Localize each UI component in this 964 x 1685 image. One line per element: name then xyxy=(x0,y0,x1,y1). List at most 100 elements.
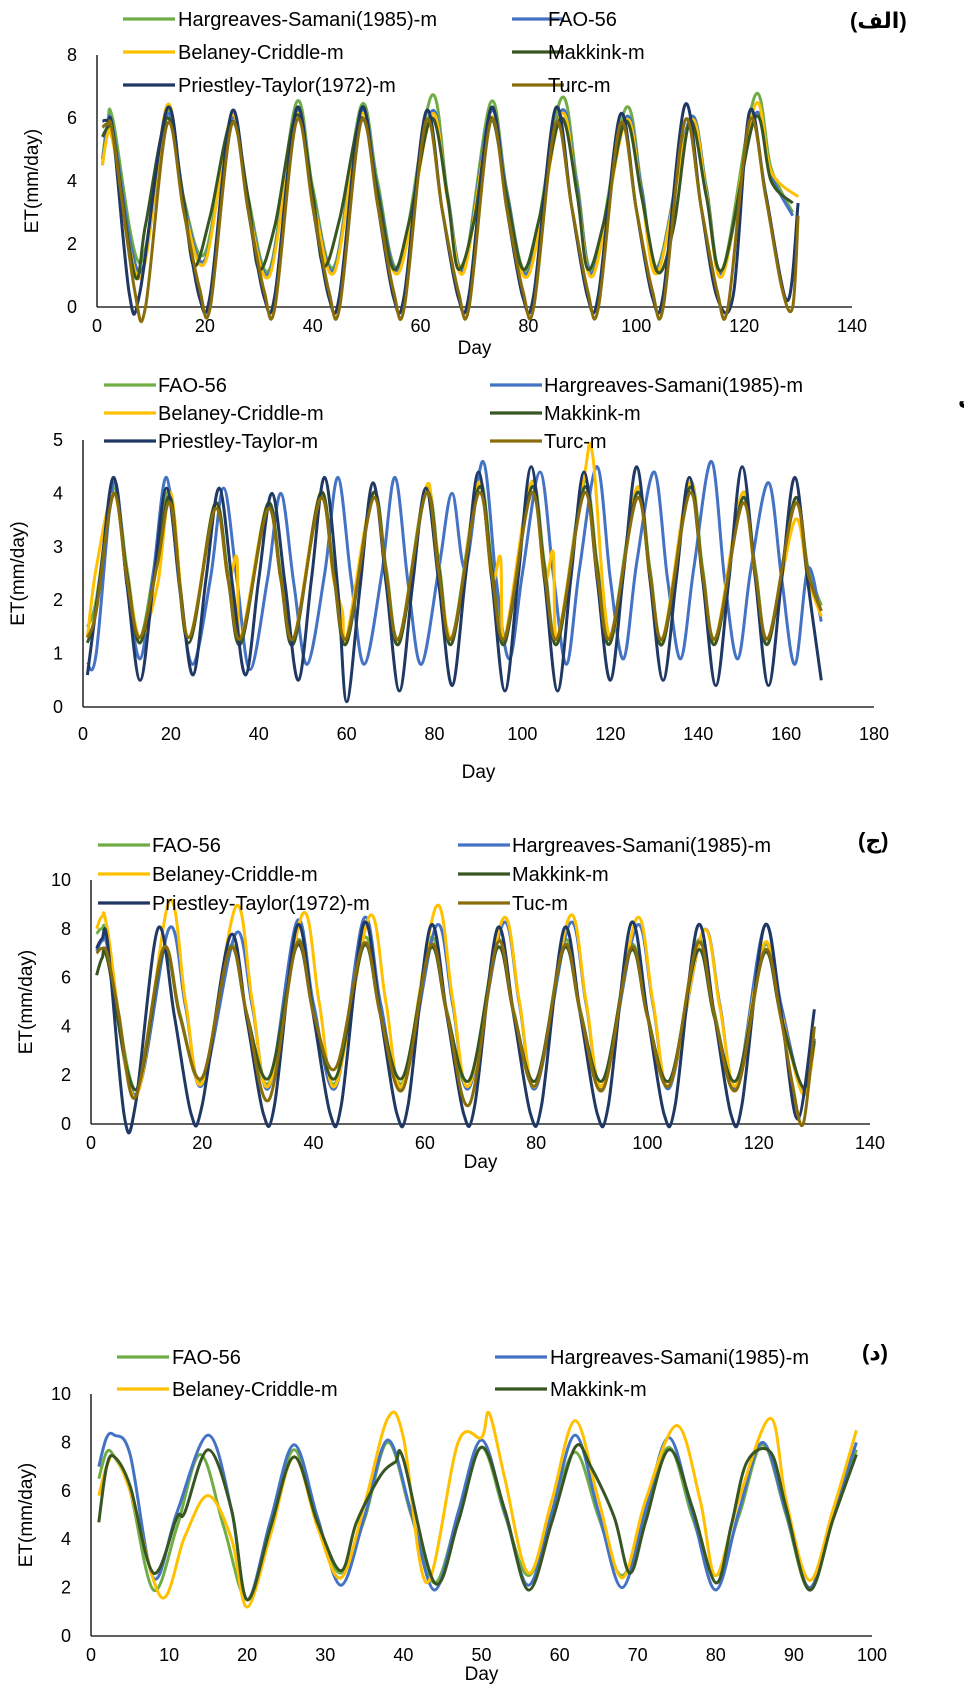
y-axis-label: ET(mm/day) xyxy=(22,129,43,234)
legend-label: Hargreaves-Samani(1985)-m xyxy=(512,835,771,857)
x-tick-label: 50 xyxy=(471,1645,491,1665)
legend-label: Belaney-Criddle-m xyxy=(158,403,324,425)
y-tick-label: 2 xyxy=(67,234,77,254)
y-tick-label: 6 xyxy=(61,968,71,988)
x-tick-label: 60 xyxy=(415,1133,435,1153)
y-tick-label: 4 xyxy=(53,483,63,503)
y-tick-label: 8 xyxy=(67,45,77,65)
x-tick-label: 120 xyxy=(729,316,759,336)
y-tick-label: 2 xyxy=(61,1578,71,1598)
legend-label: Hargreaves-Samani(1985)-m xyxy=(178,9,437,31)
x-tick-label: 40 xyxy=(304,1133,324,1153)
chart-panel-1: 0 20 40 60 80 100 120 140 0 2 4 6 8 Day ET(mm/day) (الف… xyxy=(22,8,907,359)
legend-label: Belaney-Criddle-m xyxy=(178,42,344,64)
legend-label: Belaney-Criddle-m xyxy=(172,1379,338,1401)
y-tick-label: 6 xyxy=(61,1481,71,1501)
y-tick-label: 4 xyxy=(61,1529,71,1549)
chart-panel-2: 0 20 40 60 80 100 120 140 160 180 0 1 2 3 4 5 Day ET(mm/d… xyxy=(8,375,964,783)
x-tick-label: 80 xyxy=(425,724,445,744)
series-line-1 xyxy=(97,1440,858,1602)
y-tick-label: 8 xyxy=(61,919,71,939)
panel-label: (الف) xyxy=(850,8,907,33)
legend-label: Belaney-Criddle-m xyxy=(152,864,318,886)
x-tick-label: 100 xyxy=(857,1645,887,1665)
x-tick-label: 20 xyxy=(237,1645,257,1665)
x-tick-label: 180 xyxy=(859,724,889,744)
y-tick-label: 3 xyxy=(53,537,63,557)
x-axis-label: Day xyxy=(464,1152,498,1173)
x-tick-label: 40 xyxy=(393,1645,413,1665)
series-line-3 xyxy=(97,1410,858,1609)
legend-label: Makkink-m xyxy=(544,403,641,425)
legend-label: Hargreaves-Samani(1985)-m xyxy=(544,375,803,397)
y-tick-label: 0 xyxy=(53,697,63,717)
x-tick-label: 100 xyxy=(507,724,537,744)
x-axis-label: Day xyxy=(458,338,492,359)
legend-label: Priestley-Taylor(1972)-m xyxy=(178,75,396,97)
x-tick-label: 60 xyxy=(411,316,431,336)
y-tick-label: 1 xyxy=(53,644,63,664)
x-tick-label: 60 xyxy=(337,724,357,744)
x-tick-label: 70 xyxy=(628,1645,648,1665)
series-line-4 xyxy=(85,485,823,647)
x-axis-label: Day xyxy=(465,1664,499,1685)
series-line-6 xyxy=(95,939,816,1128)
legend-label: FAO-56 xyxy=(158,375,227,397)
x-tick-label: 0 xyxy=(86,1133,96,1153)
x-tick-label: 140 xyxy=(683,724,713,744)
series-line-4 xyxy=(97,1443,858,1602)
x-tick-label: 20 xyxy=(192,1133,212,1153)
x-tick-label: 140 xyxy=(837,316,867,336)
y-tick-label: 0 xyxy=(67,297,77,317)
x-tick-label: 10 xyxy=(159,1645,179,1665)
legend-label: FAO-56 xyxy=(548,9,617,31)
y-tick-label: 2 xyxy=(53,590,63,610)
x-tick-label: 30 xyxy=(315,1645,335,1665)
legend-label: Makkink-m xyxy=(548,42,645,64)
x-tick-label: 0 xyxy=(86,1645,96,1665)
series-line-3 xyxy=(95,898,816,1099)
x-tick-label: 20 xyxy=(195,316,215,336)
series-line-6 xyxy=(85,490,823,642)
chart-panel-3: 0 20 40 60 80 100 120 140 0 2 4 6 8 10 Day ET(mm/day) (ج… xyxy=(16,828,889,1173)
y-tick-label: 2 xyxy=(61,1065,71,1085)
x-tick-label: 40 xyxy=(303,316,323,336)
panel-label: (ج) xyxy=(858,828,889,854)
legend-label: Turc-m xyxy=(544,431,607,453)
legend-label: Priestley-Taylor-m xyxy=(158,431,318,453)
legend-label: FAO-56 xyxy=(152,835,221,857)
legend-label: Hargreaves-Samani(1985)-m xyxy=(550,1347,809,1369)
x-tick-label: 60 xyxy=(550,1645,570,1665)
x-tick-label: 120 xyxy=(595,724,625,744)
y-tick-label: 6 xyxy=(67,108,77,128)
legend-label: Priestley-Taylor(1972)-m xyxy=(152,893,370,915)
x-tick-label: 0 xyxy=(78,724,88,744)
series-line-6 xyxy=(101,116,800,324)
chart-panel-4: 0 10 20 30 40 50 60 70 80 90 100 0 2 4 6 8 10 Day ET(mm/da… xyxy=(16,1340,888,1685)
legend-label: Tuc-m xyxy=(512,893,568,915)
y-tick-label: 8 xyxy=(61,1432,71,1452)
x-axis-label: Day xyxy=(462,762,496,783)
x-tick-label: 160 xyxy=(771,724,801,744)
y-axis-label: ET(mm/day) xyxy=(8,521,29,626)
x-tick-label: 80 xyxy=(526,1133,546,1153)
x-tick-label: 20 xyxy=(161,724,181,744)
panel-label: (د) xyxy=(862,1340,888,1365)
legend-label: Makkink-m xyxy=(512,864,609,886)
x-tick-label: 80 xyxy=(518,316,538,336)
x-tick-label: 100 xyxy=(621,316,651,336)
y-tick-label: 10 xyxy=(51,870,71,890)
y-tick-label: 0 xyxy=(61,1114,71,1134)
panel-label: (ب xyxy=(958,388,964,413)
x-tick-label: 40 xyxy=(249,724,269,744)
x-tick-label: 140 xyxy=(855,1133,885,1153)
y-tick-label: 0 xyxy=(61,1626,71,1646)
legend-label: Makkink-m xyxy=(550,1379,647,1401)
legend-label: FAO-56 xyxy=(172,1347,241,1369)
y-tick-label: 5 xyxy=(53,430,63,450)
y-axis-label: ET(mm/day) xyxy=(16,1463,37,1568)
y-tick-label: 10 xyxy=(51,1384,71,1404)
x-tick-label: 120 xyxy=(744,1133,774,1153)
legend-label: Turc-m xyxy=(548,75,611,97)
